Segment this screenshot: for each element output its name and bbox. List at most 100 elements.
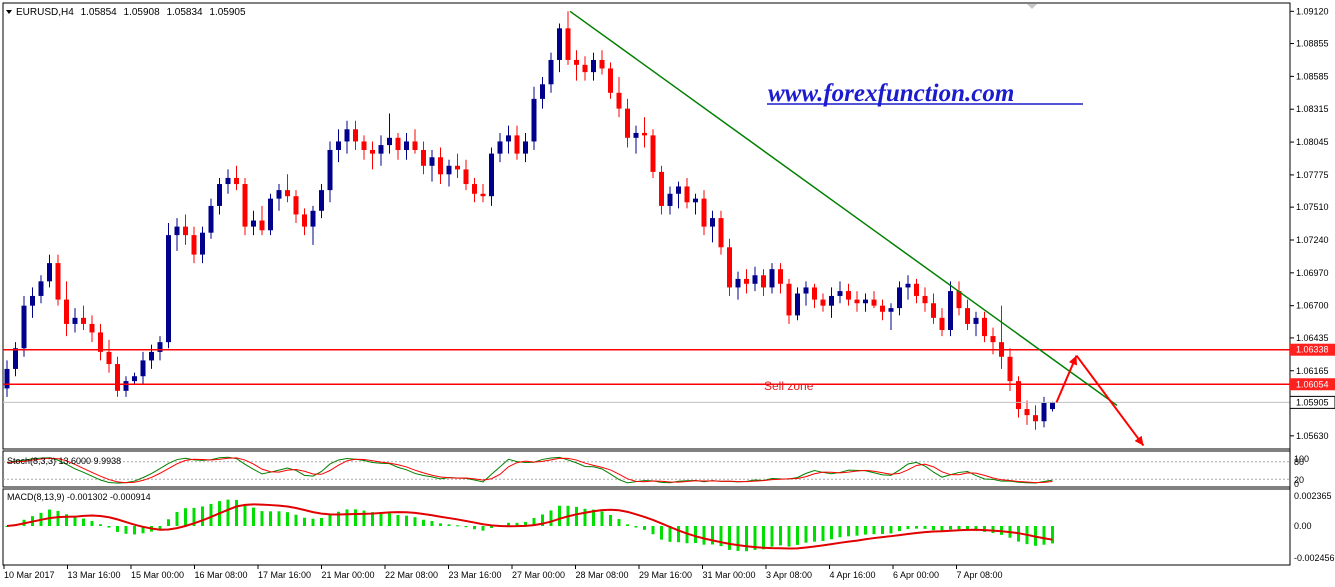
candle-bear [744,278,749,284]
macd-histogram-bar [541,514,544,526]
candle-bull [489,153,494,197]
candle-bull [523,141,528,154]
macd-histogram-bar [923,526,927,529]
macd-histogram-bar [337,511,340,526]
candle-bear [438,157,443,175]
candle-bull [888,308,894,312]
macd-histogram-bar [702,526,706,545]
macd-histogram-bar [600,511,604,526]
macd-histogram-bar [405,515,408,526]
candle-bull [225,177,231,185]
macd-histogram-bar [303,517,306,526]
candle-bull [591,59,596,73]
macd-axis-top: 0.002365 [1294,491,1332,501]
macd-histogram-bar [796,526,799,545]
candle-bull [837,291,843,296]
candle-bear [81,317,86,324]
candle-bull [251,220,256,227]
macd-histogram-bar [82,518,85,526]
macd-histogram-bar [787,526,791,547]
macd-histogram-bar [634,526,638,528]
candle-bull [30,295,35,306]
candle-bear [599,59,605,69]
candle-bear [353,129,358,142]
candle-bear [1007,356,1013,382]
candle-bear [55,263,61,300]
time-tick-label: 4 Apr 16:00 [830,570,876,580]
macd-histogram-bar [1051,526,1054,544]
macd-histogram-bar [583,508,587,526]
candle-bear [106,351,112,365]
macd-histogram-bar [473,526,476,530]
candle-bull [531,98,537,142]
macd-histogram-bar [855,526,859,536]
price-tick-label: 1.07775 [1296,170,1329,180]
macd-histogram-bar [226,499,230,526]
stoch-axis-80: 80 [1294,457,1304,467]
candle-bull [200,232,205,255]
candle-bear [115,364,120,391]
candle-bull [752,275,758,284]
macd-histogram-bar [158,526,162,530]
candle-bear [191,235,197,255]
candle-bull [548,59,554,85]
candle-bear [259,220,265,231]
candle-bull [557,28,562,60]
candle-bear [412,141,418,150]
macd-histogram-bar [328,514,332,526]
macd-histogram-bar [124,526,128,534]
macd-histogram-bar [252,507,255,526]
macd-histogram-bar [294,514,298,526]
macd-histogram-bar [957,526,961,530]
watermark-text: www.forexfunction.com [768,80,1014,107]
price-tick-label: 1.09120 [1296,6,1329,16]
candle-bull [667,193,673,206]
chevron-down-icon[interactable] [6,10,12,14]
candle-bull [336,141,341,150]
sell-zone-label: Sell zone [764,379,814,393]
arrow-down-head [1134,435,1144,446]
candle-bull [497,141,503,154]
time-tick-label: 7 Apr 08:00 [957,570,1003,580]
macd-histogram-bar [932,526,935,531]
macd-histogram-bar [277,511,281,526]
macd-histogram-bar [354,509,357,526]
macd-histogram-bar [592,509,595,526]
symbol-name: EURUSD,H4 [16,7,74,18]
candle-bull [803,287,809,294]
macd-histogram-bar [269,511,272,526]
candle-bear [1016,381,1021,410]
candle-bull [905,283,911,288]
macd-histogram-bar [286,512,289,526]
stoch-label: Stoch(8,3,3) 13.6000 9.9938 [7,456,121,466]
candle-bear [812,287,817,300]
projection-arrow-down [1075,354,1145,447]
candle-bull [693,198,698,203]
candle-bear [982,317,987,337]
candle-bear [565,28,571,60]
price-tick-label: 1.07240 [1296,235,1329,245]
macd-histogram-bar [889,526,893,534]
candle-bull [21,305,27,349]
macd-histogram-bar [719,526,723,547]
macd-histogram-bar [609,515,612,526]
macd-histogram-bar [974,526,978,531]
macd-histogram-bar [881,526,884,535]
candle-bull [166,235,171,343]
macd-histogram-bar [507,522,510,526]
macd-histogram-bar [575,506,578,526]
candle-bear [183,226,188,236]
time-tick-label: 6 Apr 00:00 [893,570,939,580]
shift-marker-icon[interactable] [1027,4,1037,9]
macd-histogram-bar [762,526,765,550]
macd-histogram-bar [320,517,323,526]
candle-bear [472,184,477,194]
candle-bear [514,135,520,154]
macd-histogram-bar [915,526,918,529]
candle-bear [965,308,970,324]
price-marker-box [1290,378,1335,391]
price-marker-box [1290,343,1335,356]
time-tick-label: 16 Mar 08:00 [195,570,248,580]
